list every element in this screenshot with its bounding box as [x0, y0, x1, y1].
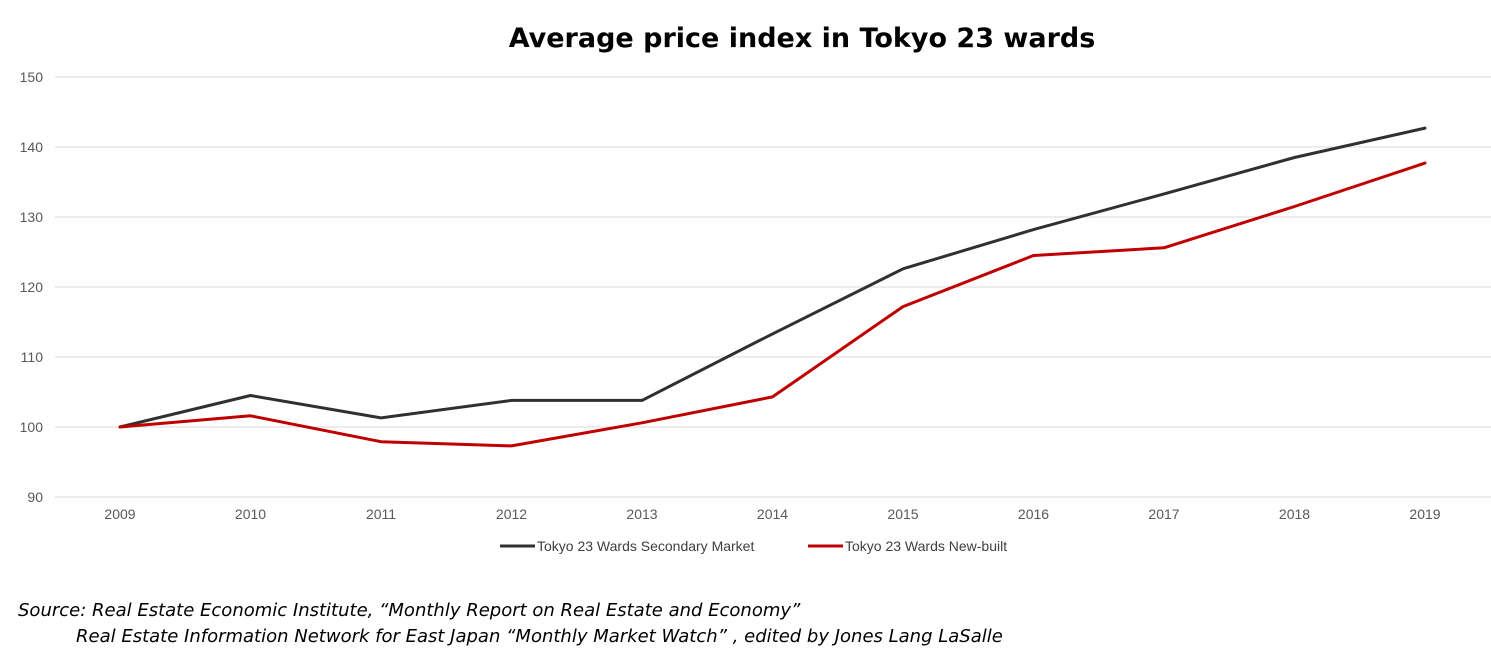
y-tick-label: 120 — [20, 279, 44, 295]
x-axis-tick-labels: 2009 2010 2011 2012 2013 2014 2015 2016 2017 2018… — [104, 506, 1440, 522]
x-tick-label: 2016 — [1018, 506, 1049, 522]
x-tick-label: 2015 — [887, 506, 918, 522]
line-chart: Average price index in Tokyo 23 wards 90… — [20, 23, 1491, 554]
y-tick-label: 140 — [20, 139, 44, 155]
y-tick-label: 100 — [20, 419, 44, 435]
source-note-line-1: Source: Real Estate Economic Institute, … — [18, 600, 801, 621]
y-tick-label: 110 — [21, 349, 44, 365]
series-line-2 — [118, 161, 1427, 448]
y-tick-label: 130 — [20, 209, 44, 225]
y-tick-label: 90 — [27, 489, 43, 505]
series-line-1 — [118, 126, 1427, 429]
y-axis-tick-labels: 90 100 110 120 130 140 150 — [20, 69, 44, 505]
series-lines — [118, 126, 1427, 448]
legend-label: Tokyo 23 Wards New-built — [845, 538, 1007, 554]
source-note-line-2: Real Estate Information Network for East… — [76, 626, 1003, 647]
legend-label: Tokyo 23 Wards Secondary Market — [537, 538, 754, 554]
legend: Tokyo 23 Wards Secondary Market Tokyo 23 … — [500, 538, 1007, 554]
x-tick-label: 2012 — [496, 506, 527, 522]
chart-title: Average price index in Tokyo 23 wards — [509, 23, 1096, 54]
x-tick-label: 2009 — [104, 506, 135, 522]
y-tick-label: 150 — [20, 69, 44, 85]
x-tick-label: 2018 — [1279, 506, 1310, 522]
x-tick-label: 2011 — [366, 506, 396, 522]
x-tick-label: 2013 — [626, 506, 657, 522]
x-tick-label: 2014 — [757, 506, 788, 522]
x-tick-label: 2010 — [235, 506, 266, 522]
x-tick-label: 2019 — [1409, 506, 1440, 522]
gridlines — [55, 76, 1491, 498]
x-tick-label: 2017 — [1148, 506, 1179, 522]
